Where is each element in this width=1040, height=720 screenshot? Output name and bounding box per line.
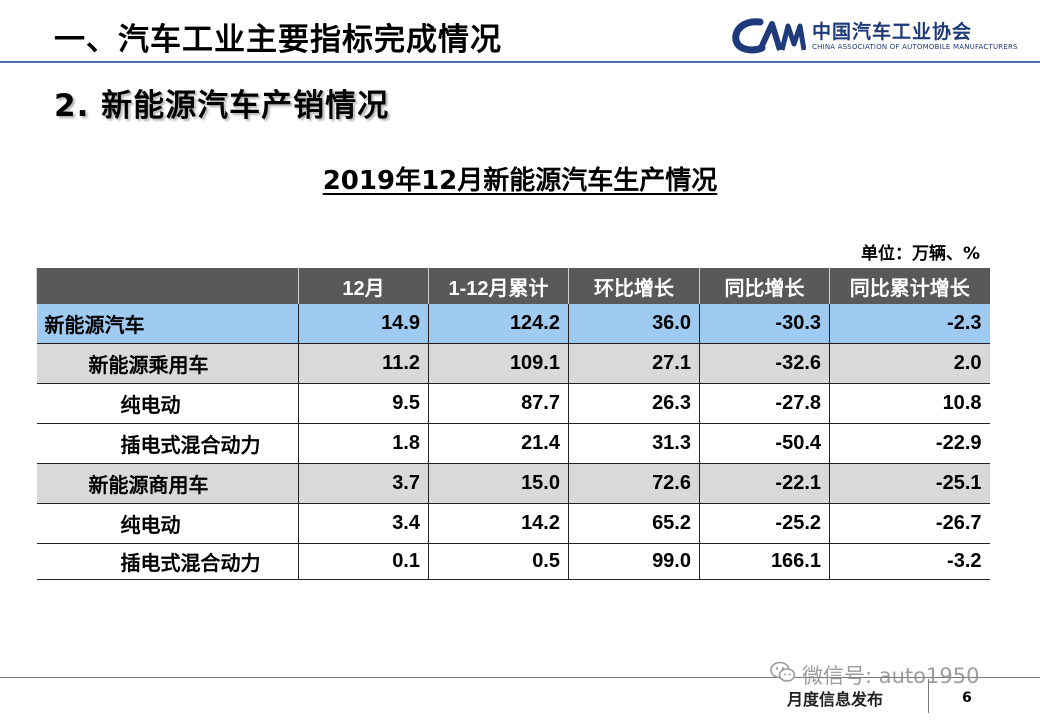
- logo-name-cn: 中国汽车工业协会: [812, 21, 973, 43]
- table-header-row: 12月 1-12月累计 环比增长 同比增长 同比累计增长: [36, 268, 990, 304]
- cell-december: 3.4: [298, 503, 429, 544]
- cell-mom: 36.0: [568, 304, 700, 344]
- row-label: 插电式混合动力: [36, 423, 299, 464]
- row-label: 新能源商用车: [36, 463, 299, 504]
- cell-yoy: 166.1: [699, 543, 830, 580]
- unit-note: 单位：万辆、%: [860, 244, 980, 264]
- cell-mom: 99.0: [568, 543, 700, 580]
- row-label: 纯电动: [36, 383, 299, 424]
- wechat-icon: [770, 661, 796, 682]
- cell-ytd: 14.2: [428, 503, 569, 544]
- page-number: 6: [962, 690, 972, 706]
- cell-december: 9.5: [298, 383, 429, 424]
- wechat-watermark: 微信号: auto1950: [802, 664, 980, 688]
- cell-december: 3.7: [298, 463, 429, 504]
- cell-ytd-yoy: -3.2: [829, 543, 990, 580]
- caam-logo-icon: [732, 18, 806, 54]
- cell-mom: 27.1: [568, 343, 700, 384]
- cell-ytd: 87.7: [428, 383, 569, 424]
- section-title: 2. 新能源汽车产销情况: [54, 88, 390, 124]
- column-header: 同比累计增长: [829, 268, 990, 304]
- logo-name-en: CHINA ASSOCIATION OF AUTOMOBILE MANUFACT…: [812, 43, 1018, 51]
- column-header: 环比增长: [568, 268, 700, 304]
- table-row: 新能源乘用车 11.2 109.1 27.1 -32.6 2.0: [36, 343, 990, 384]
- table-row: 纯电动 3.4 14.2 65.2 -25.2 -26.7: [36, 503, 990, 544]
- cell-yoy: -27.8: [699, 383, 830, 424]
- slide-header-title: 一、汽车工业主要指标完成情况: [54, 22, 502, 58]
- cell-ytd: 21.4: [428, 423, 569, 464]
- cell-yoy: -30.3: [699, 304, 830, 344]
- cell-december: 11.2: [298, 343, 429, 384]
- cell-yoy: -50.4: [699, 423, 830, 464]
- table-row: 新能源汽车 14.9 124.2 36.0 -30.3 -2.3: [36, 304, 990, 344]
- cell-december: 1.8: [298, 423, 429, 464]
- cell-ytd: 15.0: [428, 463, 569, 504]
- production-table: 12月 1-12月累计 环比增长 同比增长 同比累计增长 新能源汽车 14.9 …: [36, 268, 990, 580]
- cell-ytd-yoy: 10.8: [829, 383, 990, 424]
- row-label: 插电式混合动力: [36, 543, 299, 580]
- cell-yoy: -22.1: [699, 463, 830, 504]
- table-row: 纯电动 9.5 87.7 26.3 -27.8 10.8: [36, 383, 990, 424]
- cell-yoy: -25.2: [699, 503, 830, 544]
- header-divider: [0, 61, 1040, 63]
- column-header: [36, 268, 299, 304]
- cell-december: 14.9: [298, 304, 429, 344]
- cell-mom: 72.6: [568, 463, 700, 504]
- cell-ytd-yoy: -25.1: [829, 463, 990, 504]
- table-row: 插电式混合动力 0.1 0.5 99.0 166.1 -3.2: [36, 543, 990, 580]
- cell-yoy: -32.6: [699, 343, 830, 384]
- cell-ytd-yoy: -26.7: [829, 503, 990, 544]
- row-label: 新能源乘用车: [36, 343, 299, 384]
- footer-divider: [0, 677, 1040, 678]
- cell-ytd-yoy: 2.0: [829, 343, 990, 384]
- cell-mom: 65.2: [568, 503, 700, 544]
- cell-ytd-yoy: -2.3: [829, 304, 990, 344]
- footer-label: 月度信息发布: [787, 690, 884, 709]
- cell-ytd: 124.2: [428, 304, 569, 344]
- table-row: 插电式混合动力 1.8 21.4 31.3 -50.4 -22.9: [36, 423, 990, 464]
- row-label: 纯电动: [36, 503, 299, 544]
- cell-ytd: 0.5: [428, 543, 569, 580]
- cell-december: 0.1: [298, 543, 429, 580]
- column-header: 12月: [298, 268, 429, 304]
- cell-mom: 31.3: [568, 423, 700, 464]
- column-header: 1-12月累计: [428, 268, 569, 304]
- column-header: 同比增长: [699, 268, 830, 304]
- footer-vertical-divider: [928, 679, 929, 713]
- cell-ytd-yoy: -22.9: [829, 423, 990, 464]
- table-title: 2019年12月新能源汽车生产情况: [322, 166, 718, 196]
- row-label: 新能源汽车: [36, 304, 299, 344]
- cell-ytd: 109.1: [428, 343, 569, 384]
- cell-mom: 26.3: [568, 383, 700, 424]
- table-row: 新能源商用车 3.7 15.0 72.6 -22.1 -25.1: [36, 463, 990, 504]
